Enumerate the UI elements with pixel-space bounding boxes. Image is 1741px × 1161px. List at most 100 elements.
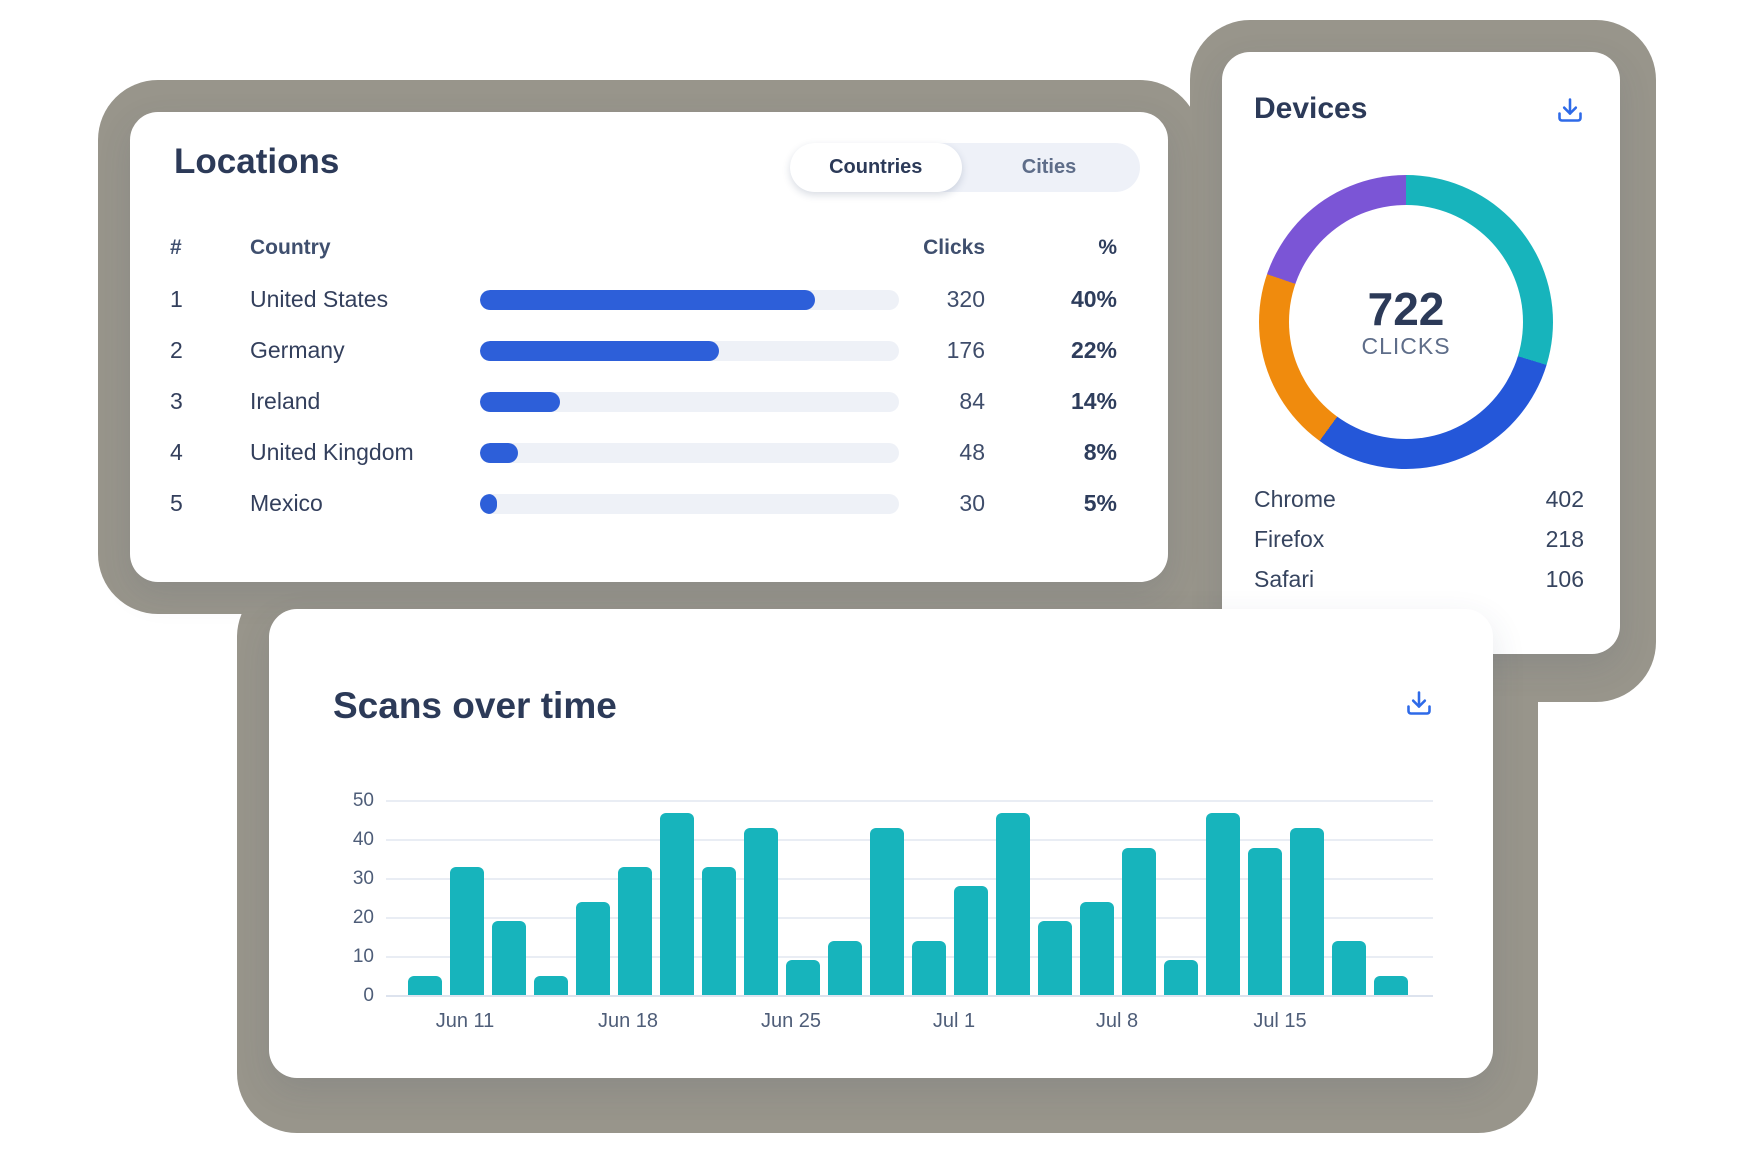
gridline [386,839,1433,841]
clicks-bar-track [480,442,899,463]
gridline [386,800,1433,802]
download-icon[interactable] [1556,96,1584,124]
clicks-bar-fill [480,493,497,514]
countries-cities-toggle: Countries Cities [790,143,1140,192]
device-value: 218 [1545,525,1584,552]
country-cell: United Kingdom [250,439,414,465]
donut-center: 722 CLICKS [1289,205,1523,439]
clicks-bar-track [480,391,899,412]
clicks-cell: 176 [946,337,985,363]
y-axis-tick-label: 0 [363,985,374,1006]
x-axis-tick-label: Jul 8 [1095,1010,1139,1032]
locations-card-title: Locations [174,142,340,181]
x-axis-tick-label: Jun 25 [760,1010,822,1032]
scan-bar [408,976,442,995]
country-cell: Germany [250,337,345,363]
device-list-item: Firefox 218 [1254,519,1584,559]
locations-card: Locations Countries Cities # Country Cli… [130,112,1168,582]
scan-bar [702,867,736,995]
clicks-bar-fill [480,442,518,463]
table-row: 3 Ireland 84 14% [170,376,1117,427]
scan-bar [1332,941,1366,995]
rank-cell: 4 [170,439,183,465]
rank-cell: 2 [170,337,183,363]
x-axis-tick-label: Jun 11 [435,1010,495,1032]
scan-bar [1038,921,1072,995]
table-row: 1 United States 320 40% [170,274,1117,325]
gridline [386,995,1433,997]
country-cell: Ireland [250,388,321,414]
download-icon[interactable] [1405,689,1433,717]
rank-cell: 5 [170,490,183,516]
clicks-bar-track [480,340,899,361]
scan-bar [1248,848,1282,995]
device-value: 402 [1545,485,1584,512]
y-axis-tick-label: 10 [352,946,374,967]
y-axis-tick-label: 20 [352,907,374,928]
scans-card: Scans over time 50 40 30 20 10 0 Jun 11 Jun 18… [269,609,1493,1078]
gridline [386,878,1433,880]
clicks-bar-track [480,289,899,310]
devices-card: Devices 722 CLICKS Chrome 402 Firefox 218 Sa… [1222,52,1620,654]
x-axis-tick-label: Jul 15 [1253,1010,1307,1032]
percent-cell: 8% [1083,439,1117,465]
scan-bar [450,867,484,995]
device-list-item: Chrome 402 [1254,479,1584,519]
y-axis-tick-label: 30 [352,868,374,889]
clicks-cell: 48 [959,439,985,465]
y-axis-tick-label: 50 [352,790,374,811]
percent-cell: 22% [1070,337,1117,363]
scan-bar [1122,848,1156,995]
scan-bar [870,828,904,995]
scan-bar [492,921,526,995]
scan-bar [1374,976,1408,995]
donut-center-value: 722 [1367,282,1445,335]
column-header-percent: % [1098,236,1117,259]
clicks-cell: 320 [946,286,985,312]
chart-bars [408,801,1408,995]
scan-bar [618,867,652,995]
devices-card-title: Devices [1254,92,1368,125]
column-header-rank: # [170,236,182,259]
device-value: 106 [1545,565,1584,592]
scan-bar [954,886,988,995]
column-header-country: Country [250,236,331,259]
toggle-option-cities[interactable]: Cities [1021,156,1077,178]
device-list-item: Safari 106 [1254,559,1584,599]
x-axis-tick-label: Jul 1 [932,1010,976,1032]
percent-cell: 40% [1070,286,1117,312]
scan-bar [912,941,946,995]
rank-cell: 1 [170,286,183,312]
clicks-cell: 30 [959,490,985,516]
toggle-option-countries[interactable]: Countries [790,143,962,192]
clicks-bar-fill [480,340,719,361]
country-cell: Mexico [250,490,323,516]
table-row: 5 Mexico 30 5% [170,478,1117,529]
scan-bar [828,941,862,995]
scans-card-title: Scans over time [333,685,617,726]
y-axis-tick-label: 40 [352,829,374,850]
scan-bar [1164,960,1198,995]
x-axis-tick-label: Jun 18 [597,1010,659,1032]
device-list: Chrome 402 Firefox 218 Safari 106 [1254,479,1584,599]
rank-cell: 3 [170,388,183,414]
clicks-bar-fill [480,289,816,310]
scan-bar [744,828,778,995]
device-label: Safari [1254,565,1315,592]
devices-donut-chart: 722 CLICKS [1259,175,1553,469]
clicks-cell: 84 [959,388,985,414]
gridline [386,917,1433,919]
locations-table-body: 1 United States 320 40% 2 Germany 176 22% 3 Irela… [170,274,1117,529]
scan-bar [786,960,820,995]
scan-bar [1290,828,1324,995]
device-label: Firefox [1254,525,1325,552]
scan-bar [534,976,568,995]
scans-bar-chart: 50 40 30 20 10 0 Jun 11 Jun 18 Jun 25 Jul 1 Jul 8… [353,790,1433,1032]
gridline [386,956,1433,958]
percent-cell: 14% [1070,388,1117,414]
scan-bar [996,813,1030,995]
clicks-bar-track [480,493,899,514]
table-row: 2 Germany 176 22% [170,325,1117,376]
percent-cell: 5% [1083,490,1117,516]
scan-bar [1206,813,1240,995]
